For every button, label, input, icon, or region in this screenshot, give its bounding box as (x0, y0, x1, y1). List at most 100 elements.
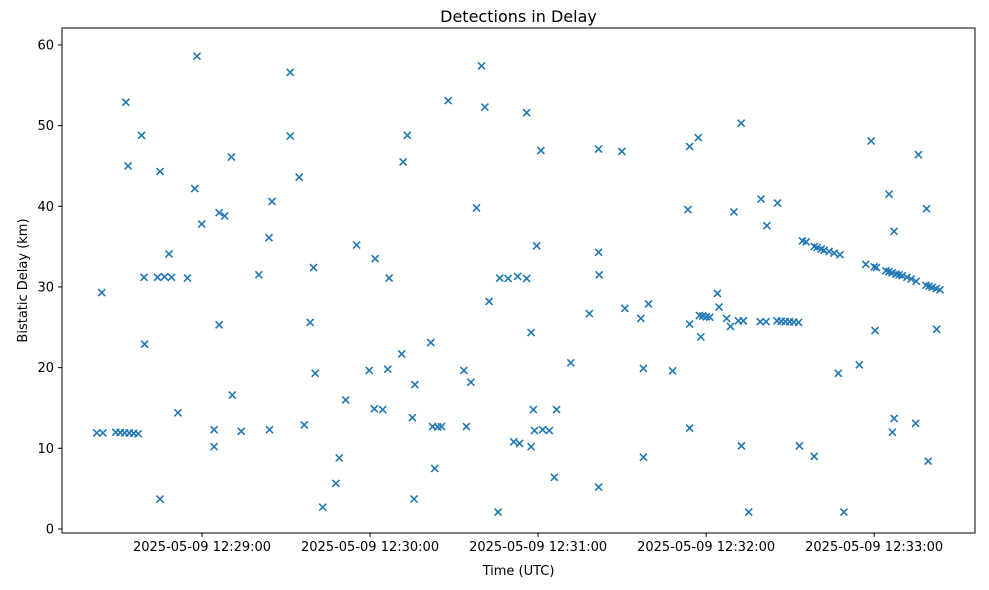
data-point-marker (485, 297, 494, 306)
x-tick-label: 2025-05-09 12:31:00 (469, 540, 607, 555)
data-point-marker (884, 190, 894, 199)
data-point-marker (153, 273, 162, 282)
data-point-marker (889, 227, 899, 236)
data-point-marker (914, 150, 923, 159)
data-point-marker (685, 319, 694, 329)
y-tick-label: 50 (37, 119, 54, 134)
data-point-marker (215, 320, 224, 329)
data-point-marker (739, 316, 748, 325)
data-point-marker (566, 358, 575, 367)
data-point-marker (744, 507, 753, 517)
x-tick-label: 2025-05-09 12:30:00 (301, 540, 439, 555)
data-point-marker (867, 136, 876, 146)
data-point-marker (197, 219, 206, 229)
data-point-marker (907, 274, 916, 283)
x-tick-label: 2025-05-09 12:32:00 (637, 540, 775, 555)
data-point-marker (124, 161, 133, 171)
data-point-marker (713, 289, 722, 298)
data-point-marker (300, 420, 309, 429)
data-point-marker (726, 322, 735, 331)
data-point-marker (902, 273, 912, 282)
data-point-marker (644, 299, 653, 308)
data-point-marker (466, 378, 475, 387)
data-point-marker (935, 285, 945, 294)
data-point-marker (426, 338, 435, 347)
data-point-marker (92, 428, 101, 438)
data-point-marker (839, 507, 848, 517)
data-point-marker (522, 274, 531, 283)
data-point-marker (802, 237, 811, 246)
data-point-marker (139, 273, 149, 282)
data-point-marker (594, 482, 603, 492)
data-point-marker (545, 426, 554, 435)
data-point-marker (383, 365, 392, 374)
data-point-marker (495, 274, 504, 283)
data-point-marker (472, 203, 481, 212)
data-point-marker (227, 153, 236, 162)
data-point-marker (529, 405, 538, 414)
data-point-marker (530, 426, 539, 435)
data-point-marker (341, 395, 350, 404)
data-point-marker (527, 328, 536, 337)
data-point-marker (493, 507, 503, 517)
data-point-marker (773, 198, 782, 208)
data-point-marker (834, 369, 843, 378)
data-point-marker (444, 96, 453, 105)
data-point-marker (378, 405, 387, 414)
data-point-marker (685, 424, 694, 433)
data-point-marker (155, 167, 165, 176)
data-point-marker (121, 98, 130, 107)
chart-title: Detections in Delay (440, 7, 597, 26)
data-point-marker (215, 208, 224, 217)
data-point-marker (870, 262, 879, 271)
data-point-marker (399, 157, 408, 166)
y-tick-label: 60 (37, 38, 54, 53)
data-point-marker (714, 303, 724, 312)
data-point-marker (536, 146, 545, 155)
data-point-marker (430, 464, 439, 473)
data-point-marker (295, 173, 304, 182)
data-point-marker (722, 314, 731, 323)
plot-frame (61, 27, 976, 534)
data-point-marker (872, 263, 881, 272)
data-point-marker (220, 211, 229, 221)
data-point-marker (286, 132, 295, 141)
data-point-marker (668, 366, 677, 375)
data-point-marker (737, 119, 746, 128)
data-point-marker (309, 263, 318, 272)
data-point-marker (532, 241, 541, 250)
x-tick-label: 2025-05-09 12:29:00 (133, 540, 271, 555)
data-point-marker (509, 437, 518, 446)
data-point-marker (306, 318, 315, 327)
data-point-marker (183, 274, 192, 283)
data-point-marker (594, 248, 603, 257)
data-point-marker (140, 340, 149, 349)
data-point-marker (267, 197, 277, 206)
data-point-marker (504, 274, 513, 283)
data-point-marker (861, 260, 870, 269)
data-point-marker (830, 249, 839, 258)
data-point-marker (694, 133, 703, 142)
data-point-marker (812, 243, 822, 252)
data-point-marker (855, 360, 864, 369)
y-tick-label: 40 (37, 200, 54, 215)
data-point-marker (620, 304, 629, 313)
data-point-marker (265, 425, 274, 434)
data-point-marker (870, 326, 880, 335)
x-tick-label: 2025-05-09 12:33:00 (805, 540, 943, 555)
data-point-marker (318, 503, 327, 512)
data-point-marker (825, 247, 834, 256)
data-point-marker (911, 419, 920, 428)
data-point-marker (331, 479, 340, 488)
data-point-marker (594, 144, 603, 154)
data-point-marker (462, 422, 471, 431)
data-point-marker (155, 495, 165, 504)
data-point-marker (552, 405, 561, 414)
data-point-marker (160, 272, 169, 281)
data-point-marker (371, 254, 380, 263)
data-point-marker (480, 102, 489, 112)
data-point-marker (173, 408, 183, 417)
data-point-marker (167, 273, 176, 282)
data-point-marker (403, 131, 412, 140)
